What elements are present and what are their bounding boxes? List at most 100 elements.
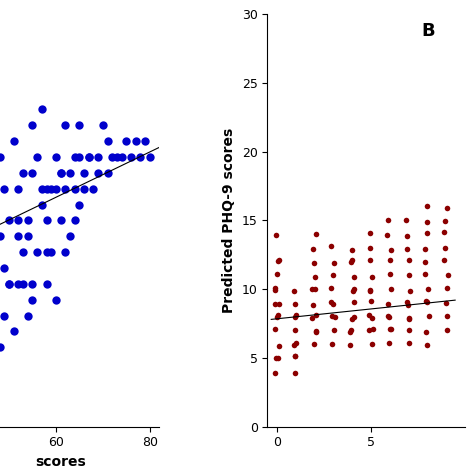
Point xyxy=(309,314,316,321)
Point xyxy=(292,314,299,321)
Point xyxy=(15,232,22,240)
Point xyxy=(368,273,376,281)
Point xyxy=(350,313,357,320)
Point xyxy=(309,301,317,309)
Point xyxy=(15,217,22,224)
Point xyxy=(94,169,102,177)
Point xyxy=(406,339,413,347)
Point xyxy=(19,280,27,288)
Point xyxy=(24,312,32,319)
Point xyxy=(310,340,317,348)
Point xyxy=(274,311,282,319)
Point xyxy=(99,121,107,129)
Point xyxy=(421,271,428,278)
Point xyxy=(366,245,374,252)
Point xyxy=(368,340,376,348)
Point xyxy=(62,248,69,256)
Point xyxy=(28,169,36,177)
Point xyxy=(329,271,337,279)
Point xyxy=(90,185,97,192)
Point xyxy=(405,327,412,334)
Point xyxy=(347,326,355,334)
Point xyxy=(348,246,356,254)
Point xyxy=(368,314,376,321)
Point xyxy=(423,218,431,225)
Point xyxy=(384,312,392,319)
Point xyxy=(383,231,391,239)
Point xyxy=(52,185,60,192)
Point xyxy=(47,185,55,192)
Point xyxy=(312,230,319,238)
Point xyxy=(346,328,354,335)
Point xyxy=(19,248,27,256)
Point xyxy=(5,217,13,224)
Point xyxy=(272,369,279,376)
Point xyxy=(443,204,451,211)
Point xyxy=(5,280,13,288)
Point xyxy=(43,217,50,224)
Point xyxy=(387,256,394,264)
Point xyxy=(274,258,282,265)
Point xyxy=(309,285,316,292)
Point xyxy=(291,300,299,307)
Point xyxy=(272,355,279,362)
Point xyxy=(348,256,356,264)
Point xyxy=(292,311,300,319)
Point xyxy=(38,201,46,209)
Point xyxy=(104,137,111,145)
X-axis label: scores: scores xyxy=(35,455,86,469)
Point xyxy=(328,312,336,320)
Point xyxy=(75,121,83,129)
Point xyxy=(122,137,130,145)
Point xyxy=(313,311,320,319)
Point xyxy=(273,232,280,239)
Point xyxy=(271,325,279,333)
Point xyxy=(0,232,3,240)
Point xyxy=(346,259,354,266)
Point xyxy=(75,201,83,209)
Point xyxy=(10,137,18,145)
Text: B: B xyxy=(421,22,435,40)
Point xyxy=(47,248,55,256)
Point xyxy=(24,217,32,224)
Point xyxy=(80,169,88,177)
Point xyxy=(404,246,411,253)
Point xyxy=(15,185,22,192)
Point xyxy=(387,285,394,292)
Point xyxy=(272,284,279,292)
Point xyxy=(421,245,428,253)
Point xyxy=(71,185,79,192)
Point xyxy=(422,328,429,336)
Point xyxy=(94,153,102,161)
Point xyxy=(313,328,320,335)
Y-axis label: Predicted PHQ-9 scores: Predicted PHQ-9 scores xyxy=(222,128,237,313)
Point xyxy=(85,153,92,161)
Point xyxy=(0,312,8,319)
Point xyxy=(273,270,281,278)
Point xyxy=(443,299,450,307)
Point xyxy=(385,313,392,321)
Point xyxy=(292,339,300,347)
Point xyxy=(85,153,92,161)
Point xyxy=(403,299,410,306)
Point xyxy=(43,248,50,256)
Point xyxy=(422,298,430,305)
Point xyxy=(272,286,279,294)
Point xyxy=(146,153,154,161)
Point xyxy=(423,341,430,348)
Point xyxy=(132,137,139,145)
Point xyxy=(386,325,394,333)
Point xyxy=(441,218,448,225)
Point xyxy=(290,341,298,348)
Point xyxy=(52,153,60,161)
Point xyxy=(403,232,411,240)
Point xyxy=(443,327,451,334)
Point xyxy=(291,327,299,334)
Point xyxy=(404,301,412,308)
Point xyxy=(405,256,413,264)
Point xyxy=(366,286,374,293)
Point xyxy=(28,280,36,288)
Point xyxy=(33,248,41,256)
Point xyxy=(406,287,414,295)
Point xyxy=(406,314,413,322)
